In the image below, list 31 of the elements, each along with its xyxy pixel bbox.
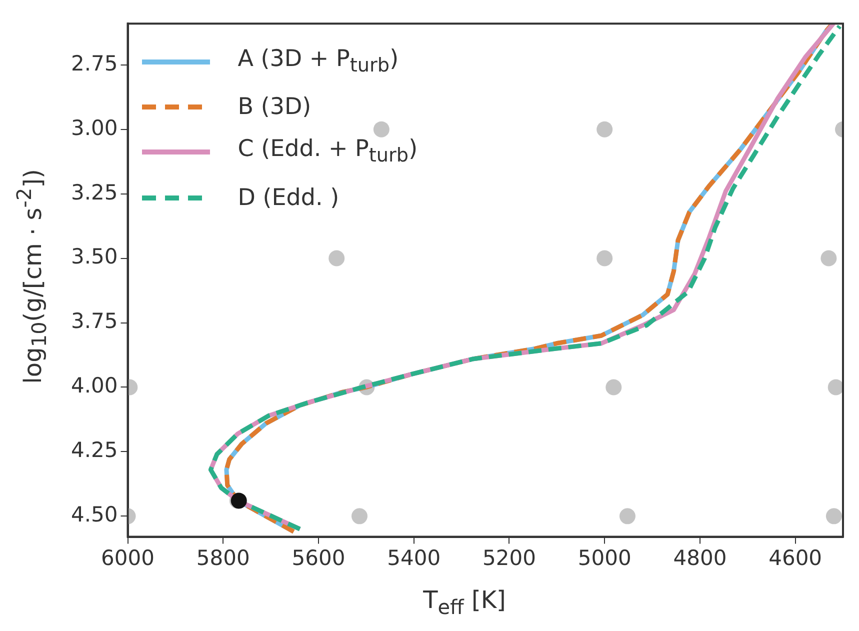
- x-axis-title: T$_{eff}$ [K]: [422, 586, 507, 619]
- point: [619, 508, 636, 524]
- point: [351, 508, 368, 524]
- point: [596, 121, 613, 138]
- x-tick-label: 6000: [101, 546, 154, 570]
- y-tick-label: 3.25: [70, 180, 118, 204]
- y-tick-label: 2.75: [70, 51, 118, 76]
- x-tick-label: 5400: [387, 546, 441, 570]
- y-tick-label: 3.75: [70, 309, 118, 334]
- x-tick-label: 5800: [196, 546, 250, 570]
- point: [373, 121, 390, 138]
- x-tick-label: 5600: [292, 546, 346, 570]
- point: [828, 379, 843, 396]
- point: [606, 379, 622, 396]
- point: [328, 250, 345, 266]
- x-tick-label: 5200: [482, 546, 536, 570]
- point: [596, 250, 613, 266]
- x-tick-label: 4800: [673, 546, 727, 570]
- point: [820, 250, 837, 266]
- y-tick-label: 4.50: [70, 502, 118, 527]
- x-tick-label: 5000: [578, 546, 632, 570]
- legend-label: D (Edd. ): [238, 184, 340, 213]
- y-tick-label: 4.25: [70, 438, 118, 462]
- legend-label: C (Edd. + P$_{turb}$): [238, 135, 418, 169]
- y-tick-label: 3.50: [70, 244, 118, 269]
- y-tick-label: 4.00: [70, 374, 118, 398]
- y-tick-label: 3.00: [70, 116, 118, 140]
- x-tick-label: 4600: [768, 546, 822, 570]
- legend-label: A (3D + P$_{turb}$): [238, 44, 399, 78]
- legend-label: B (3D): [238, 93, 312, 122]
- point: [826, 508, 842, 524]
